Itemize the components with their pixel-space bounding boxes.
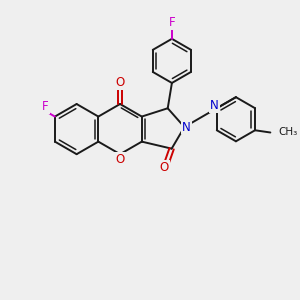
Text: CH₃: CH₃ — [278, 128, 297, 137]
Text: N: N — [182, 121, 191, 134]
Text: O: O — [116, 153, 125, 166]
Text: F: F — [42, 100, 49, 113]
Text: F: F — [169, 16, 175, 29]
Text: N: N — [210, 99, 219, 112]
Text: O: O — [160, 161, 169, 174]
Text: O: O — [116, 76, 125, 89]
